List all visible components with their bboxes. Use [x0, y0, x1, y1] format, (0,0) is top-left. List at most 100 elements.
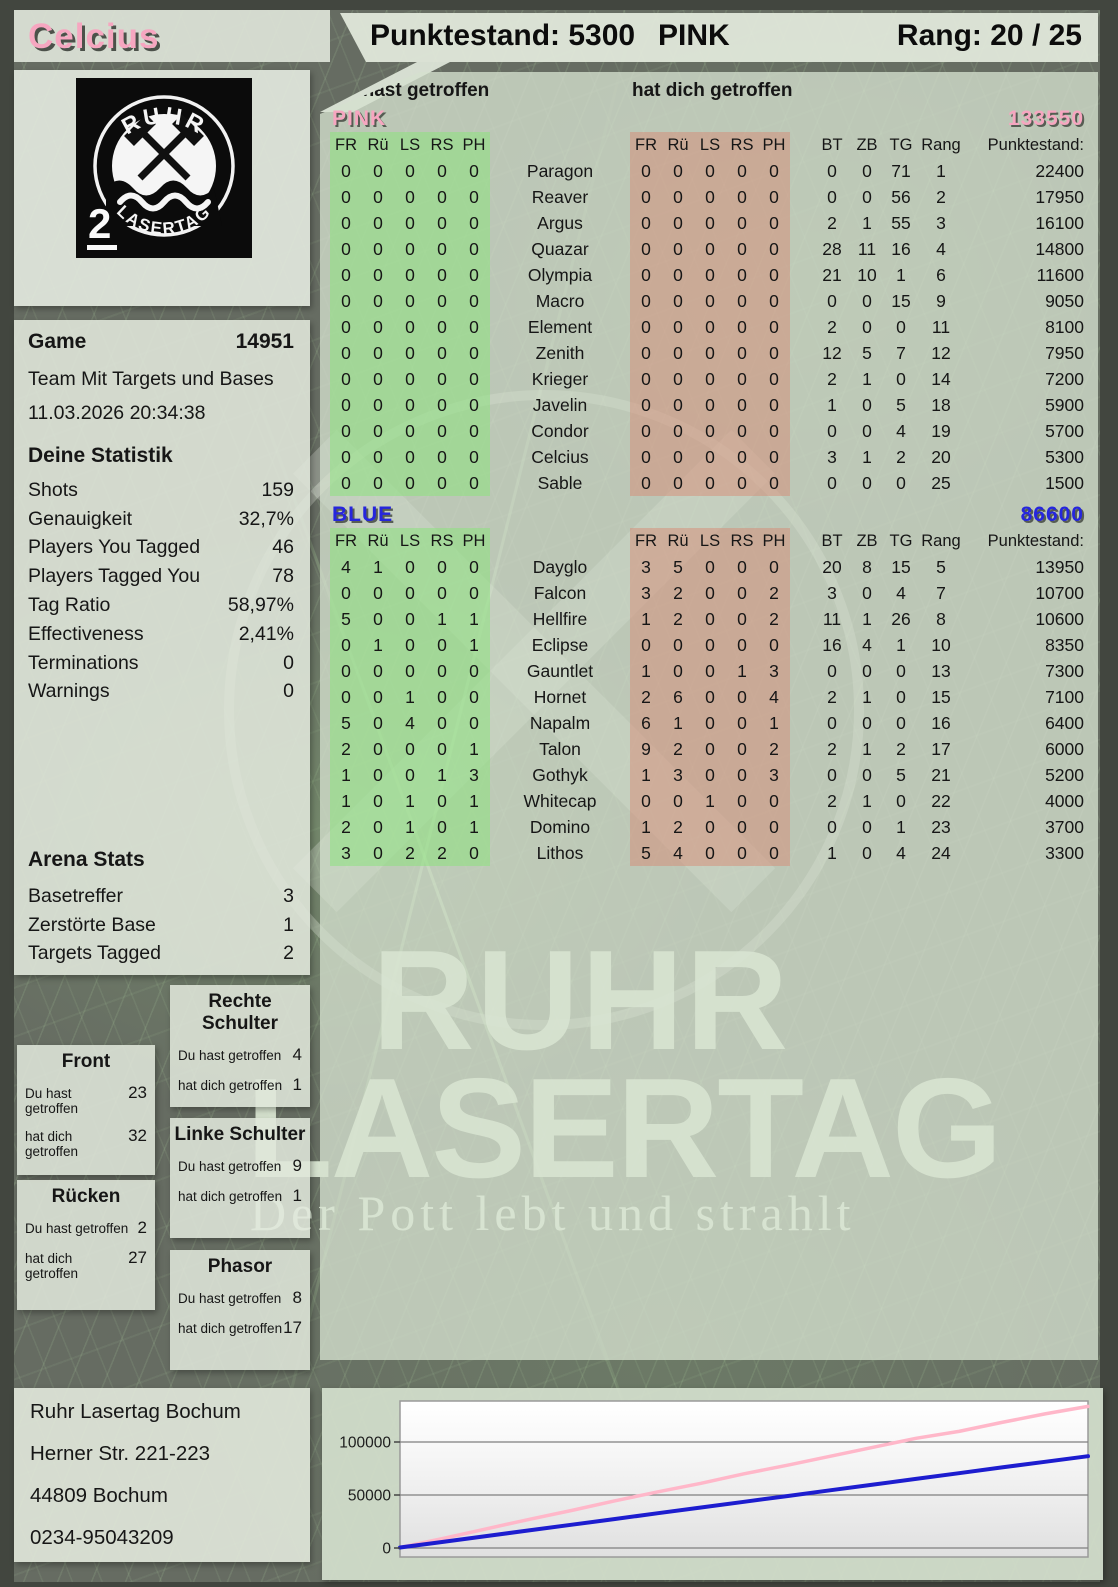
hit-you-cell: 0 — [694, 236, 726, 262]
col-header: Rü — [662, 132, 694, 158]
address-name: Ruhr Lasertag Bochum — [30, 1400, 241, 1423]
hit-you-cell: 0 — [630, 470, 662, 496]
stat-label: Players You Tagged — [28, 536, 201, 559]
header-team: PINK — [658, 19, 730, 52]
hit-you-label: hat dich getroffen — [178, 1321, 283, 1336]
tg-cell: 1 — [896, 817, 906, 837]
spacer — [790, 158, 814, 184]
punktestand-cell: 5700 — [1045, 421, 1084, 441]
stat-row: Tag Ratio 58,97% — [28, 591, 294, 620]
hit-you-cell: 0 — [694, 210, 726, 236]
col-header: FR — [330, 132, 362, 158]
rang-cell: 20 — [931, 447, 951, 467]
tg-cell: 2 — [896, 447, 906, 467]
hit-you-cell: 0 — [662, 470, 694, 496]
you-hit-cell: 0 — [330, 314, 362, 340]
player-name-cell: Reaver — [531, 187, 589, 207]
punktestand-cell: 8350 — [1045, 635, 1084, 655]
bt-cell: 3 — [827, 447, 837, 467]
you-hit-cell: 0 — [426, 262, 458, 288]
you-hit-cell: 0 — [330, 658, 362, 684]
hit-you-cell: 0 — [758, 158, 790, 184]
hit-you-label: hat dich getroffen — [178, 1078, 283, 1093]
you-hit-cell: 0 — [426, 814, 458, 840]
hit-you-cell: 0 — [662, 262, 694, 288]
game-datetime: 11.03.2026 20:34:38 — [28, 402, 206, 424]
hit-you-cell: 0 — [694, 262, 726, 288]
hit-you-cell: 0 — [726, 210, 758, 236]
header-punktestand: Punktestand: 5300 — [370, 19, 636, 52]
club-logo: RUHR LASERTAG 2 — [76, 78, 252, 258]
you-hit-cell: 0 — [426, 658, 458, 684]
hit-you-cell: 0 — [726, 840, 758, 866]
y-axis-label: 0 — [382, 1541, 391, 1558]
you-hit-cell: 0 — [330, 392, 362, 418]
you-hit-label: Du hast getroffen — [178, 1291, 282, 1306]
you-hit-cell: 0 — [394, 210, 426, 236]
stat-row: Players You Tagged 46 — [28, 534, 294, 563]
tg-cell: 15 — [891, 557, 911, 577]
hit-you-cell: 0 — [758, 788, 790, 814]
y-axis-label: 50000 — [348, 1488, 391, 1505]
game-mode: Team Mit Targets und Bases — [28, 368, 274, 390]
hit-you-cell: 0 — [726, 366, 758, 392]
you-hit-cell: 1 — [330, 788, 362, 814]
hit-you-cell: 0 — [694, 392, 726, 418]
rang-cell: 10 — [931, 635, 951, 655]
you-hit-value: 4 — [292, 1045, 302, 1064]
col-header: Rü — [662, 528, 694, 554]
team-table-blue: BLUE 86600 FR Rü LS RS PH FR Rü LS RS PH BT ZB TG Rang P… — [330, 502, 1098, 866]
hit-you-cell: 0 — [758, 444, 790, 470]
hit-you-cell: 0 — [662, 288, 694, 314]
rang-cell: 22 — [931, 791, 951, 811]
you-hit-cell: 1 — [458, 632, 490, 658]
zb-cell: 1 — [862, 213, 872, 233]
punktestand-cell: 7300 — [1045, 661, 1084, 681]
tg-cell: 2 — [896, 739, 906, 759]
arena-stats-title: Arena Stats — [28, 848, 145, 871]
rang-cell: 14 — [931, 369, 951, 389]
team-header-row: BLUE 86600 — [330, 502, 1098, 528]
player-name-cell: Lithos — [536, 843, 584, 863]
you-hit-cell: 0 — [394, 236, 426, 262]
col-header: TG — [889, 136, 913, 154]
hit-you-cell: 1 — [694, 788, 726, 814]
hit-you-cell: 2 — [758, 736, 790, 762]
hit-you-cell: 0 — [662, 158, 694, 184]
hit-you-cell: 2 — [758, 580, 790, 606]
hit-you-cell: 0 — [662, 418, 694, 444]
hit-you-cell: 0 — [694, 580, 726, 606]
bt-cell: 2 — [827, 739, 837, 759]
punktestand-cell: 16100 — [1035, 213, 1084, 233]
zb-cell: 0 — [862, 661, 872, 681]
tg-cell: 0 — [896, 369, 906, 389]
you-hit-cell: 1 — [362, 632, 394, 658]
you-hit-cell: 0 — [394, 762, 426, 788]
rang-cell: 19 — [931, 421, 951, 441]
stat-row: Zerstörte Base 1 — [28, 911, 294, 940]
you-hit-label: Du hast getroffen — [25, 1221, 129, 1236]
you-hit-cell: 0 — [394, 736, 426, 762]
hit-you-cell: 1 — [758, 710, 790, 736]
you-hit-value: 9 — [292, 1156, 302, 1175]
you-hit-cell: 0 — [458, 470, 490, 496]
bt-cell: 0 — [827, 161, 837, 181]
punktestand-cell: 3700 — [1045, 817, 1084, 837]
you-hit-cell: 0 — [394, 632, 426, 658]
you-hit-cell: 0 — [362, 658, 394, 684]
hit-you-cell: 0 — [630, 632, 662, 658]
zb-cell: 0 — [862, 817, 872, 837]
you-hit-cell: 1 — [394, 684, 426, 710]
hit-you-cell: 0 — [726, 632, 758, 658]
deine-statistik-title: Deine Statistik — [28, 444, 173, 467]
you-hit-cell: 0 — [362, 236, 394, 262]
hit-you-cell: 0 — [726, 736, 758, 762]
you-hit-cell: 0 — [394, 314, 426, 340]
player-name-cell: Talon — [539, 739, 581, 759]
you-hit-cell: 1 — [394, 788, 426, 814]
y-axis-label: 100000 — [339, 1435, 391, 1452]
you-hit-cell: 0 — [394, 366, 426, 392]
you-hit-cell: 0 — [426, 444, 458, 470]
bt-cell: 0 — [827, 765, 837, 785]
player-name-cell: Eclipse — [531, 635, 589, 655]
